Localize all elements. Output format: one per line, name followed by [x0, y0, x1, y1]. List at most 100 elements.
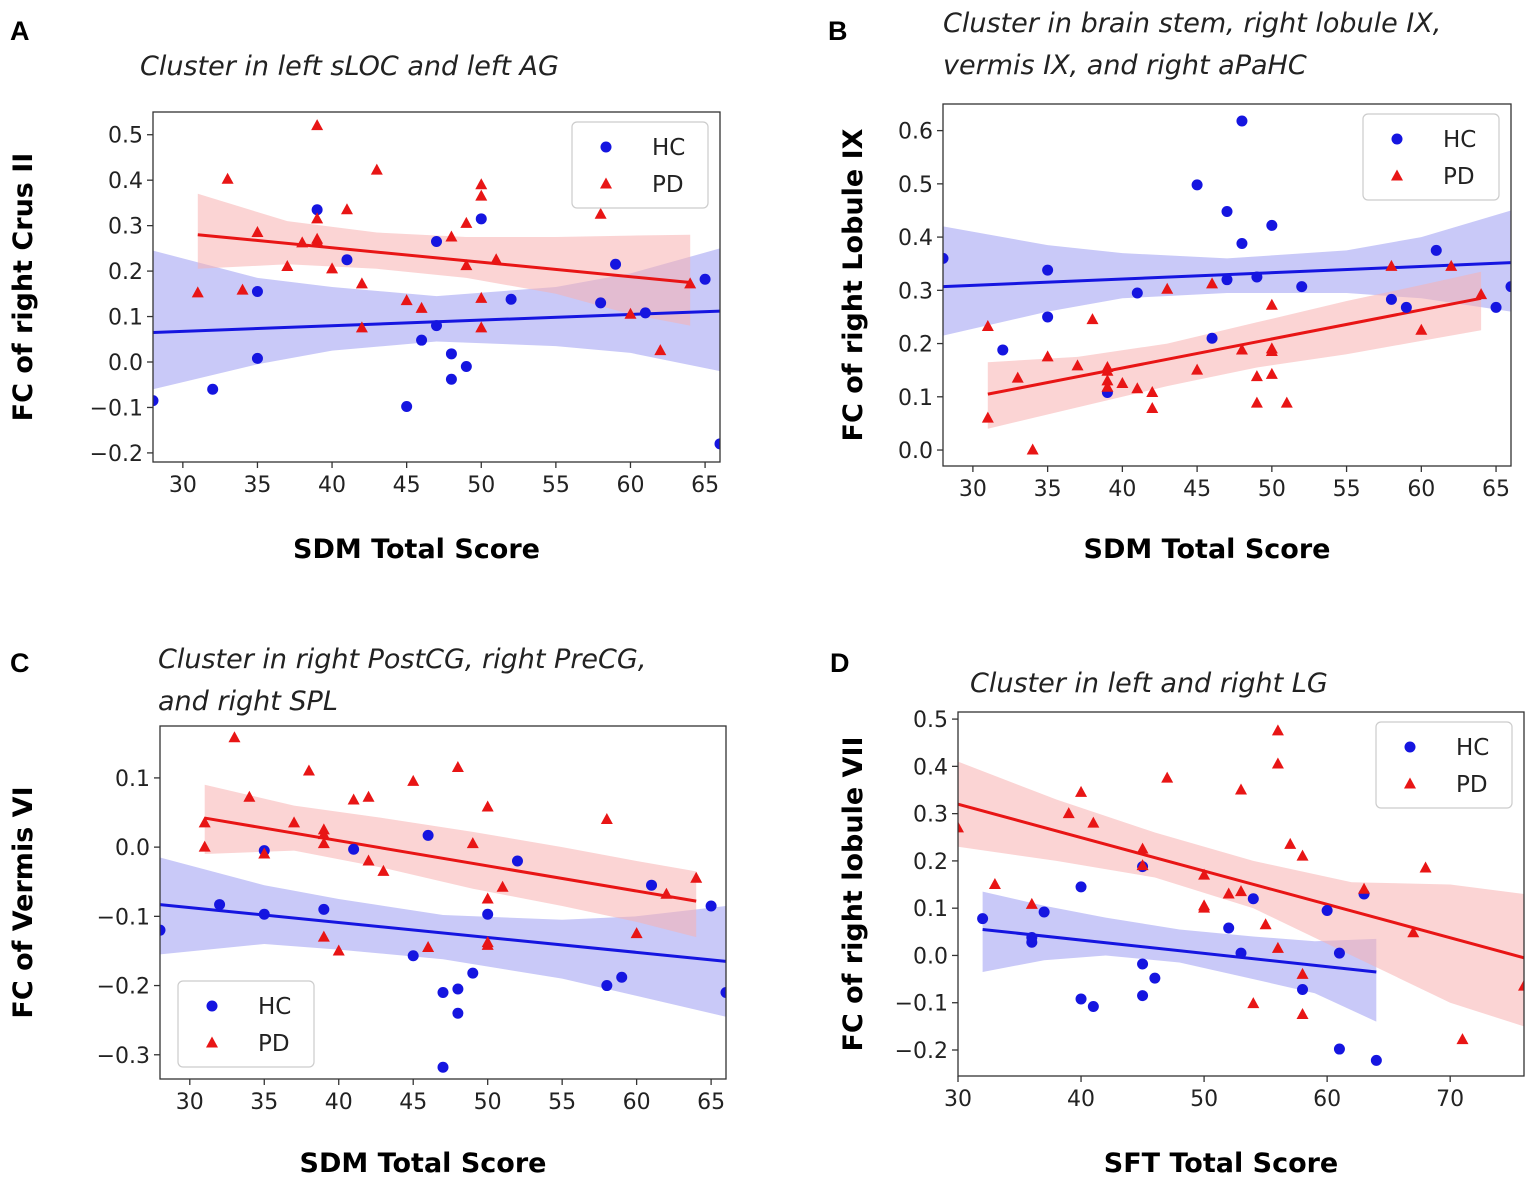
hc-point: [1221, 206, 1233, 218]
pd-point: [451, 761, 464, 773]
pd-point: [660, 887, 673, 899]
pd-point: [317, 828, 330, 840]
hc-point: [705, 900, 717, 912]
hc-confidence-band: [160, 857, 726, 1017]
hc-point: [646, 879, 658, 891]
y-tick-label: −0.1: [97, 905, 150, 930]
plot-area: [958, 724, 1524, 1066]
pd-point: [1235, 343, 1248, 355]
hc-point: [407, 950, 419, 962]
pd-point: [1415, 323, 1428, 335]
legend-box: [571, 121, 709, 209]
hc-legend-marker: [1404, 741, 1416, 753]
pd-point: [311, 212, 324, 224]
hc-point: [1333, 1043, 1345, 1055]
x-tick-label: 50: [467, 473, 495, 498]
pd-point: [1296, 1008, 1309, 1020]
y-tick-label: −0.2: [895, 1039, 948, 1064]
hc-legend-label: HC: [258, 994, 291, 1020]
hc-point: [1206, 332, 1218, 344]
panel-b: B Cluster in brain stem, right lobule IX,…: [828, 8, 1512, 565]
pd-point: [1086, 313, 1099, 325]
pd-point: [481, 938, 494, 950]
axes-frame: [159, 725, 727, 1080]
x-tick-label: 30: [176, 1090, 204, 1115]
y-tick-label: −0.2: [97, 975, 150, 1000]
pd-point: [296, 236, 309, 248]
pd-point: [243, 790, 256, 802]
x-tick-label: 60: [623, 1090, 651, 1115]
pd-legend-label: PD: [258, 1031, 290, 1057]
legend: HC PD: [1362, 113, 1500, 201]
pd-point: [496, 880, 509, 892]
pd-point: [981, 320, 994, 332]
pd-point: [490, 253, 503, 265]
x-tick-label: 55: [542, 473, 570, 498]
hc-point: [1321, 905, 1333, 917]
hc-legend-label: HC: [1443, 127, 1476, 153]
y-tick-label: 0.5: [898, 173, 933, 198]
y-axis-label: FC of right Crus II: [8, 153, 39, 422]
hc-point: [1333, 947, 1345, 959]
hc-point: [1087, 1001, 1099, 1013]
plot-area: [160, 731, 726, 1073]
y-tick-label: 0.3: [913, 803, 948, 828]
pd-point: [1146, 402, 1159, 414]
pd-point: [460, 259, 473, 271]
pd-legend-marker: [206, 1036, 218, 1048]
panel-label: D: [830, 648, 850, 678]
pd-point: [198, 816, 211, 828]
hc-point: [467, 967, 479, 979]
x-tick-label: 60: [616, 473, 644, 498]
hc-point: [416, 334, 428, 346]
pd-point: [1280, 396, 1293, 408]
hc-point: [977, 913, 989, 925]
pd-point: [1250, 370, 1263, 382]
pd-point: [400, 294, 413, 306]
hc-point: [943, 252, 949, 264]
legend: HC PD: [1375, 721, 1513, 809]
pd-point: [362, 790, 375, 802]
hc-point: [214, 899, 226, 911]
hc-legend-marker: [1391, 133, 1403, 145]
hc-point: [639, 307, 651, 319]
y-tick-label: 0.0: [913, 944, 948, 969]
x-axis-label: SDM Total Score: [1084, 534, 1331, 565]
pd-point: [370, 163, 383, 175]
pd-point: [1206, 277, 1219, 289]
hc-point: [251, 286, 263, 298]
y-tick-label: 0.6: [898, 120, 933, 145]
hc-point: [1247, 893, 1259, 905]
pd-legend-marker: [1391, 169, 1403, 181]
hc-point: [1137, 990, 1149, 1002]
y-tick-label: 0.1: [898, 386, 933, 411]
pd-point: [460, 216, 473, 228]
pd-point: [1284, 837, 1297, 849]
pd-point: [198, 840, 211, 852]
x-tick-label: 55: [1333, 477, 1361, 502]
hc-point: [1042, 311, 1054, 323]
pd-point: [981, 411, 994, 423]
x-tick-label: 70: [1436, 1087, 1464, 1112]
y-tick-label: 0.0: [898, 439, 933, 464]
x-tick-label: 45: [399, 1090, 427, 1115]
pd-point: [1358, 882, 1371, 894]
hc-point: [1149, 972, 1161, 984]
pd-point: [1146, 386, 1159, 398]
y-tick-label: 0.0: [115, 836, 150, 861]
pd-point: [1296, 849, 1309, 861]
pd-point: [1265, 367, 1278, 379]
pd-point: [228, 731, 241, 743]
panel-title-line: Cluster in left sLOC and left AG: [140, 51, 559, 82]
x-tick-label: 65: [697, 1090, 725, 1115]
hc-point: [1026, 936, 1038, 948]
pd-point: [1235, 885, 1247, 897]
hc-point: [153, 395, 159, 407]
pd-point: [1271, 941, 1284, 953]
hc-point: [714, 438, 720, 450]
pd-point: [1247, 997, 1260, 1009]
pd-point: [445, 230, 458, 242]
x-tick-label: 45: [393, 473, 421, 498]
hc-point: [1223, 922, 1235, 934]
